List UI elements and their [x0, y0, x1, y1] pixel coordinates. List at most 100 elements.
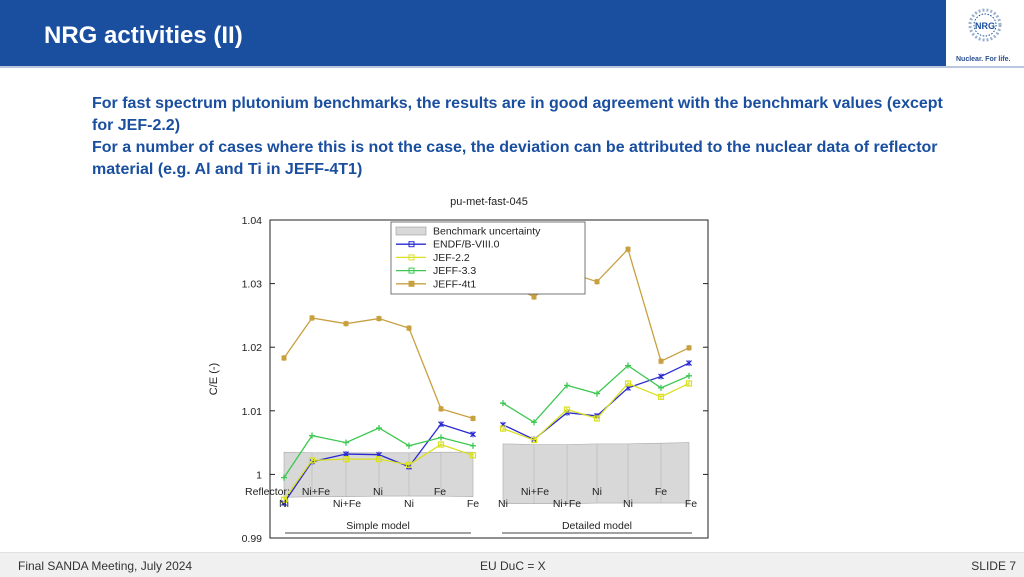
data-point	[658, 384, 664, 391]
data-point	[376, 424, 382, 431]
y-tick-label: 1.03	[242, 279, 263, 291]
body-paragraph-2: For a number of cases where this is not …	[92, 139, 938, 178]
y-tick-label: 1.04	[242, 215, 263, 227]
category-label-bottom: Ni+Fe	[333, 498, 361, 510]
data-point	[308, 457, 316, 464]
data-point	[658, 358, 664, 364]
data-point	[406, 325, 412, 331]
data-point	[280, 496, 288, 503]
category-label-top: Ni+Fe	[302, 486, 330, 498]
data-point	[531, 294, 537, 300]
data-point	[625, 362, 631, 369]
data-point	[281, 474, 287, 481]
data-point	[342, 456, 350, 463]
legend-marker	[408, 267, 415, 274]
logo-tagline: Nuclear. For life.	[956, 56, 1011, 63]
legend-label: Benchmark uncertainty	[433, 226, 541, 238]
data-point	[564, 382, 570, 389]
logo-name: NRG	[975, 21, 995, 31]
y-axis-label: C/E (-)	[208, 363, 220, 395]
chart-title: pu-met-fast-045	[450, 196, 528, 208]
data-point	[686, 372, 692, 379]
data-point	[686, 360, 692, 367]
category-label-top: Fe	[655, 486, 667, 498]
slide-title: NRG activities (II)	[44, 22, 243, 49]
body-paragraph-1: For fast spectrum plutonium benchmarks, …	[92, 95, 943, 134]
nrg-logo-ring-icon: NRG	[968, 8, 1002, 42]
data-point	[658, 373, 664, 380]
category-label-bottom: Fe	[685, 498, 697, 510]
category-label-bottom: Ni+Fe	[553, 498, 581, 510]
data-point	[593, 415, 601, 422]
data-point	[594, 390, 600, 397]
data-point	[531, 419, 537, 426]
category-label-top: Ni	[373, 486, 383, 498]
group-label: Detailed model	[562, 520, 632, 532]
data-point	[499, 425, 507, 432]
series-line-1	[502, 382, 690, 441]
y-tick-label: 0.99	[242, 533, 263, 543]
legend-marker	[408, 280, 415, 287]
data-point	[624, 380, 632, 387]
category-label-bottom: Ni	[498, 498, 508, 510]
data-point	[406, 442, 412, 449]
legend-marker	[408, 254, 415, 261]
plot-frame	[269, 219, 709, 539]
data-point	[438, 406, 444, 412]
y-tick-label: 1.01	[242, 406, 263, 418]
data-point	[563, 406, 571, 413]
data-point	[343, 321, 349, 327]
data-point	[469, 452, 477, 459]
benchmark-chart: pu-met-fast-045 C/E (-) 0.99 1 1.01 1.02 1.03 1…	[208, 196, 709, 543]
data-point	[343, 439, 349, 446]
uncertainty-band	[502, 442, 690, 504]
y-tick-label: 1.02	[242, 342, 263, 354]
data-point	[686, 345, 692, 351]
category-label-top: Ni	[592, 486, 602, 498]
footer-duc: EU DuC = X	[480, 559, 546, 573]
slide-footer: Final SANDA Meeting, July 2024 EU DuC = …	[0, 552, 1024, 577]
nrg-logo: NRG Nuclear. For life.	[946, 0, 1024, 68]
category-label-bottom: Ni	[279, 498, 289, 510]
legend-label: JEFF-3.3	[433, 265, 476, 277]
data-point	[375, 456, 383, 463]
data-point	[405, 461, 413, 468]
legend-marker	[408, 241, 415, 248]
category-label-bottom: Ni	[623, 498, 633, 510]
uncertainty-band	[283, 451, 474, 498]
data-point	[437, 441, 445, 448]
data-point	[281, 500, 287, 506]
group-label: Simple model	[346, 520, 410, 532]
data-point	[657, 393, 665, 400]
category-label-top: Ni+Fe	[521, 486, 549, 498]
data-point	[500, 400, 506, 407]
data-point	[685, 380, 693, 387]
category-label-top: Fe	[434, 486, 446, 498]
footer-meeting: Final SANDA Meeting, July 2024	[18, 559, 193, 573]
legend-swatch	[395, 226, 427, 236]
data-point	[376, 316, 382, 322]
data-point	[470, 442, 476, 449]
data-point	[530, 436, 538, 444]
category-label-bottom: Ni	[404, 498, 414, 510]
legend-label: JEFF-4t1	[433, 278, 476, 290]
data-point	[438, 434, 444, 441]
series-line-3	[283, 317, 474, 420]
category-label-bottom: Fe	[467, 498, 479, 510]
reflector-label: Reflector:	[245, 486, 290, 498]
data-point	[343, 451, 349, 458]
data-point	[470, 431, 476, 438]
legend-label: ENDF/B-VIII.0	[433, 239, 500, 251]
data-point	[438, 421, 444, 428]
footer-slide-number: SLIDE 7	[971, 559, 1016, 573]
data-point	[470, 415, 476, 421]
data-point	[594, 279, 600, 285]
header-divider	[0, 66, 1024, 68]
data-point	[309, 432, 315, 439]
data-point	[309, 315, 315, 321]
slide-header: NRG activities (II) NRG Nuclear. For lif…	[0, 0, 1024, 68]
data-point	[281, 355, 287, 361]
legend-label: JEF-2.2	[433, 252, 470, 264]
title-bar: NRG activities (II)	[0, 0, 946, 66]
y-tick-label: 1	[256, 469, 262, 481]
